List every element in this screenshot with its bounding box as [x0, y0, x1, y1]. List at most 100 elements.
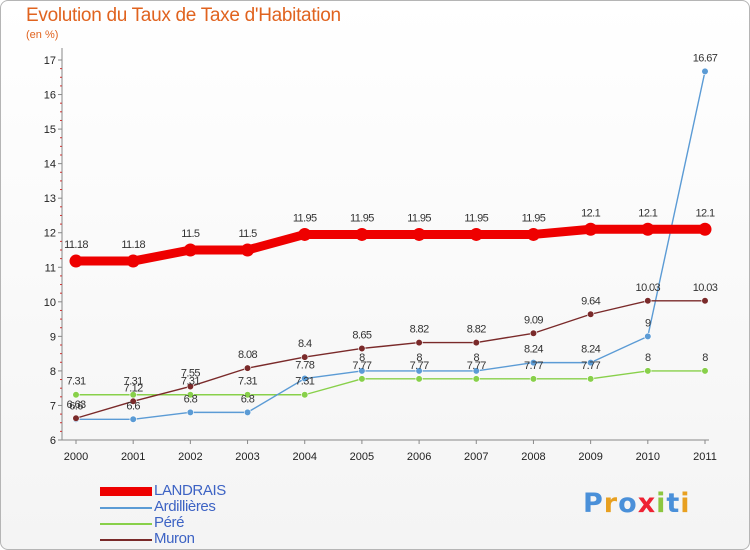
- legend-item-pere: Péré: [100, 514, 260, 531]
- data-point-ardillieres: [301, 374, 309, 383]
- legend-label: Péré: [154, 514, 185, 531]
- data-label-pere: 7.31: [238, 376, 257, 388]
- data-point-pere: [472, 375, 480, 383]
- data-label-muron: 7.55: [181, 367, 200, 379]
- data-point-muron: [243, 364, 252, 372]
- y-tick-label: 10: [44, 297, 56, 309]
- y-tick-label: 6: [50, 435, 56, 447]
- data-point-muron: [587, 310, 595, 318]
- y-tick-label: 8: [50, 366, 56, 378]
- data-label-muron: 8.82: [410, 324, 429, 336]
- data-label-ardillieres: 8: [474, 352, 480, 364]
- data-point-landrais: [584, 222, 598, 236]
- data-point-ardillieres: [186, 408, 194, 416]
- data-label-landrais: 11.95: [293, 212, 317, 224]
- data-point-muron: [472, 338, 480, 347]
- data-point-ardillieres: [701, 67, 709, 75]
- chart-title: Evolution du Taux de Taxe d'Habitation: [26, 5, 341, 26]
- chart-subtitle: (en %): [26, 29, 59, 41]
- data-point-muron: [644, 297, 652, 305]
- data-label-landrais: 11.18: [64, 239, 88, 251]
- data-label-ardillieres: 9: [645, 317, 651, 329]
- legend-swatch: [100, 523, 152, 525]
- data-point-landrais: [183, 243, 197, 257]
- data-label-landrais: 11.95: [407, 212, 431, 224]
- logo-letter: r: [603, 488, 619, 519]
- data-label-pere: 7.77: [352, 360, 371, 372]
- x-tick-label: 2003: [235, 451, 259, 463]
- data-label-pere: 7.31: [295, 376, 314, 388]
- y-tick-label: 11: [45, 262, 56, 274]
- y-tick-label: 17: [44, 55, 56, 67]
- logo-letter: o: [618, 488, 638, 519]
- data-point-muron: [415, 338, 423, 347]
- data-label-muron: 10.03: [636, 282, 661, 294]
- data-point-pere: [186, 391, 194, 399]
- legend-item-landrais: LANDRAIS: [100, 482, 260, 499]
- data-label-muron: 8.08: [238, 349, 257, 361]
- data-label-muron: 9.64: [581, 295, 600, 307]
- data-point-pere: [301, 391, 309, 399]
- data-label-landrais: 11.5: [181, 228, 200, 240]
- data-point-landrais: [412, 227, 426, 241]
- data-point-muron: [529, 329, 538, 337]
- data-label-muron: 8.65: [352, 329, 371, 341]
- data-label-landrais: 12.1: [638, 207, 657, 219]
- x-tick-label: 2001: [121, 451, 145, 463]
- data-label-muron: 6.63: [66, 399, 85, 411]
- legend-label: Ardillières: [154, 498, 216, 515]
- x-tick-label: 2004: [292, 451, 316, 463]
- data-label-landrais: 12.1: [581, 207, 600, 219]
- legend-item-ardillieres: Ardillières: [100, 498, 260, 515]
- x-tick-label: 2010: [636, 451, 660, 463]
- data-label-muron: 9.09: [524, 314, 543, 326]
- data-point-landrais: [298, 227, 312, 241]
- series-line-ardillieres: [75, 70, 706, 420]
- data-point-pere: [72, 391, 80, 399]
- data-label-pere: 7.31: [181, 376, 200, 388]
- y-tick-label: 13: [44, 193, 56, 205]
- data-label-landrais: 11.95: [350, 212, 374, 224]
- data-point-muron: [186, 382, 194, 391]
- data-point-ardillieres: [472, 367, 480, 375]
- legend-label: Muron: [154, 530, 195, 547]
- data-label-pere: 7.77: [410, 360, 429, 372]
- data-point-muron: [701, 297, 709, 305]
- data-label-pere: 7.31: [124, 376, 143, 388]
- data-label-ardillieres: 8.24: [581, 344, 600, 356]
- data-point-muron: [301, 353, 309, 361]
- data-label-ardillieres: 8.24: [524, 344, 543, 356]
- data-point-landrais: [126, 254, 140, 268]
- data-point-ardillieres: [415, 367, 423, 375]
- data-label-ardillieres: 6.6: [126, 400, 140, 412]
- data-label-pere: 7.31: [66, 376, 85, 388]
- data-label-pere: 7.77: [467, 360, 486, 372]
- data-label-pere: 8: [645, 352, 651, 364]
- data-label-muron: 8.4: [298, 338, 312, 350]
- data-label-landrais: 12.1: [695, 207, 714, 219]
- y-tick-label: 15: [44, 124, 56, 136]
- data-label-pere: 7.77: [581, 360, 600, 372]
- proxiti-logo: Proxiti: [583, 488, 691, 519]
- data-point-landrais: [641, 222, 655, 236]
- data-point-pere: [415, 375, 423, 383]
- legend-item-muron: Muron: [100, 530, 260, 547]
- data-point-pere: [529, 375, 538, 383]
- data-label-pere: 8: [702, 352, 708, 364]
- data-point-pere: [243, 391, 252, 399]
- data-point-landrais: [469, 227, 483, 241]
- data-point-ardillieres: [644, 332, 652, 340]
- data-label-ardillieres: 8: [359, 352, 365, 364]
- data-point-landrais: [698, 222, 712, 236]
- data-point-pere: [701, 367, 709, 375]
- data-point-ardillieres: [587, 359, 595, 367]
- legend-swatch: [100, 507, 152, 509]
- data-point-pere: [587, 375, 595, 383]
- data-label-landrais: 11.18: [121, 239, 145, 251]
- data-point-landrais: [69, 254, 83, 268]
- x-tick-label: 2007: [464, 451, 488, 463]
- data-point-muron: [72, 414, 80, 422]
- data-label-landrais: 11.95: [522, 212, 546, 224]
